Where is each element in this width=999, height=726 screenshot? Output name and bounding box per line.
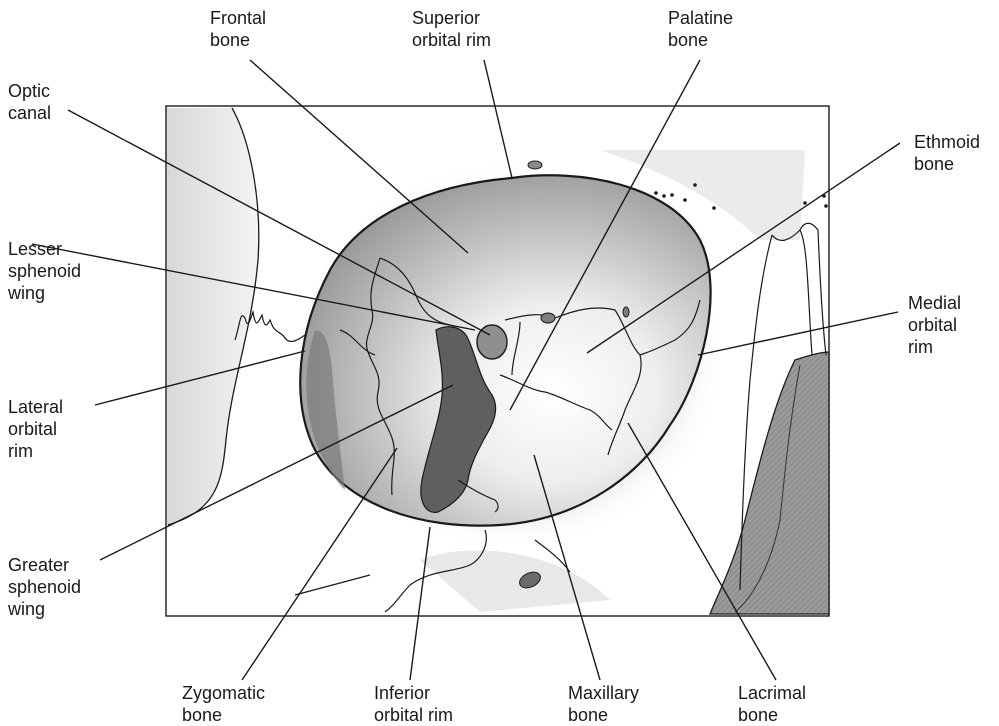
left-skull-outline bbox=[167, 107, 260, 526]
label-inferior-orbital-rim: Inferior orbital rim bbox=[374, 683, 454, 725]
left-skull-shading bbox=[167, 108, 259, 525]
small-foramen-1 bbox=[540, 312, 556, 324]
label-frontal-bone: Frontal bone bbox=[210, 8, 267, 50]
label-superior-orbital-rim: Superior orbital rim bbox=[412, 8, 492, 50]
label-palatine-bone: Palatine bone bbox=[668, 8, 734, 50]
label-maxillary-bone: Maxillary bone bbox=[568, 683, 640, 725]
supraorbital-foramen bbox=[527, 160, 543, 170]
orbit-lateral-shadow bbox=[306, 330, 345, 490]
nasal-inner-line bbox=[734, 364, 801, 613]
leader-maxillary-bone bbox=[533, 454, 601, 681]
label-zygomatic-bone: Zygomatic bone bbox=[182, 683, 266, 725]
small-foramen-2 bbox=[622, 306, 630, 318]
label-lateral-orbital-rim: Lateral orbital rim bbox=[8, 397, 64, 461]
lateral-wavy-suture bbox=[234, 309, 306, 343]
leader-lacrimal-bone bbox=[627, 422, 777, 681]
nasal-hatched-region bbox=[709, 351, 830, 615]
leader-superior-orbital-rim bbox=[483, 59, 513, 179]
leader-ethmoid-bone bbox=[586, 142, 901, 354]
label-lesser-sphenoid-wing: Lesser sphenoid wing bbox=[8, 239, 82, 303]
label-medial-orbital-rim: Medial orbital rim bbox=[908, 293, 962, 357]
leader-medial-orbital-rim bbox=[697, 311, 899, 356]
leader-lesser-sphenoid-wing bbox=[31, 243, 476, 331]
label-lacrimal-bone: Lacrimal bone bbox=[738, 683, 807, 725]
leader-zygomatic-bone bbox=[241, 447, 398, 681]
optic-canal-shape bbox=[476, 324, 508, 360]
leader-inferior-orbital-rim bbox=[409, 526, 431, 681]
label-ethmoid-bone: Ethmoid bone bbox=[914, 132, 981, 174]
orbit-sutures bbox=[339, 257, 701, 513]
label-greater-sphenoid-wing: Greater sphenoid wing bbox=[8, 555, 82, 619]
leader-lateral-orbital-rim bbox=[94, 350, 306, 406]
leader-frontal-bone bbox=[249, 59, 469, 254]
leader-optic-canal bbox=[67, 109, 491, 336]
infraorbital-foramen bbox=[519, 571, 541, 589]
upper-right-shading bbox=[600, 150, 805, 240]
inferior-orbital-fissure bbox=[420, 326, 497, 513]
label-optic-canal: Optic canal bbox=[8, 81, 52, 123]
leader-palatine-bone bbox=[509, 59, 701, 411]
leader-greater-sphenoid-wing bbox=[99, 384, 454, 561]
